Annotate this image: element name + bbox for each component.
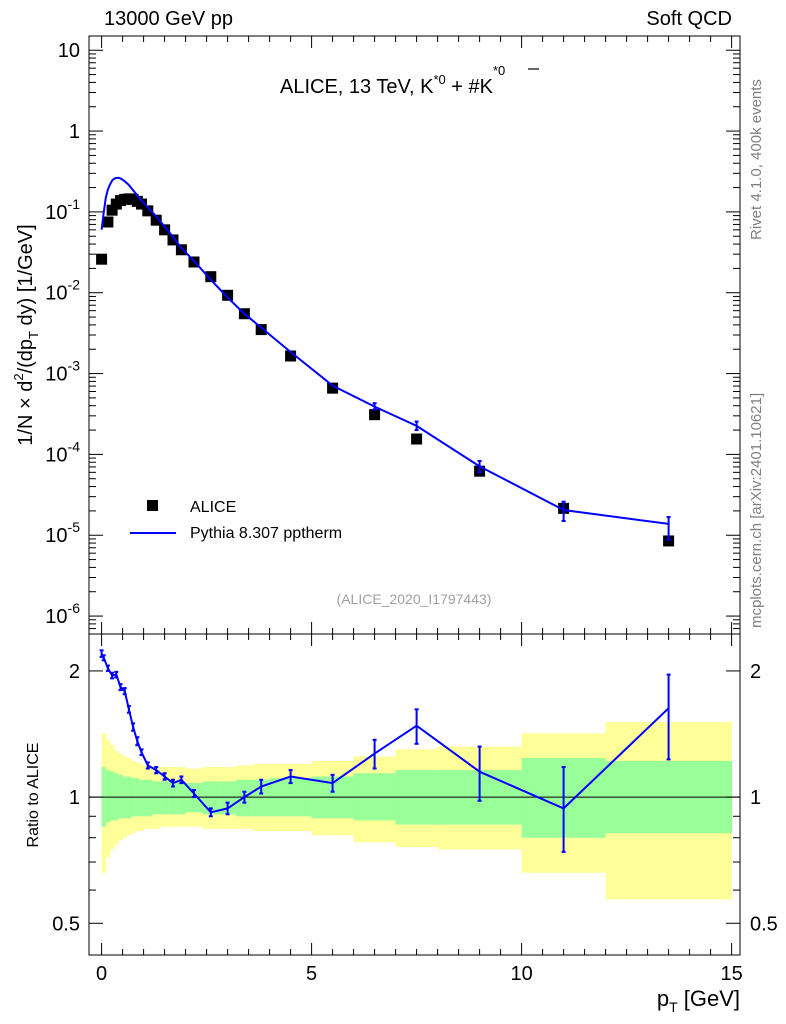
stat-uncertainty-band (143, 779, 153, 817)
alice-point (285, 350, 297, 362)
main-y-tick-label: 10-5 (45, 519, 80, 547)
ratio-x-tick-label: 0 (96, 963, 107, 985)
main-y-tick-label: 10-1 (45, 196, 80, 224)
main-data (96, 176, 675, 547)
legend-label-pythia: Pythia 8.307 pptherm (190, 525, 342, 542)
main-axes: 10-6 10-5 10-4 10-3 10-2 10-1 1 10 (45, 36, 740, 635)
ratio-x-tick-label: 10 (510, 963, 532, 985)
main-frame (88, 35, 741, 635)
alice-point (96, 253, 108, 265)
ratio-data (99, 649, 671, 853)
alice-point (102, 216, 114, 228)
ratio-y-tick-label-right: 0.5 (750, 913, 778, 935)
main-y-tick-label: 1 (69, 121, 80, 143)
stat-uncertainty-band (160, 781, 170, 815)
stat-uncertainty-band (118, 774, 123, 819)
stat-uncertainty-band (168, 781, 178, 815)
main-title: ALICE, 13 TeV, K*0 + #K*0 (280, 63, 505, 98)
alice-point (369, 409, 381, 421)
header-category: Soft QCD (646, 8, 732, 30)
legend: ALICE Pythia 8.307 pptherm (130, 499, 342, 542)
stat-uncertainty-band (202, 781, 220, 815)
ratio-xlabel: pT [GeV] (657, 986, 740, 1015)
legend-label-alice: ALICE (190, 499, 236, 516)
ratio-y-tick-label-right: 1 (750, 787, 761, 809)
alice-point (136, 198, 147, 210)
alice-point (663, 535, 675, 547)
ratio-y-tick-label: 0.5 (52, 913, 80, 935)
title-sup1: *0 (433, 72, 445, 87)
ratio-y-tick-label: 2 (69, 661, 80, 683)
alice-point (150, 214, 162, 226)
analysis-id: (ALICE_2020_I1797443) (337, 591, 492, 607)
title-mid: + #K (446, 76, 494, 98)
main-y-tick-label: 10-6 (45, 600, 80, 628)
alice-point (142, 205, 154, 217)
legend-marker-alice (147, 500, 158, 511)
alice-point (327, 382, 339, 394)
ratio-ylabel: Ratio to ALICE (25, 743, 42, 848)
alice-point (205, 271, 217, 283)
main-panel: 10-6 10-5 10-4 10-3 10-2 10-1 1 10 ALICE, 13 Te… (11, 35, 741, 635)
alice-point (159, 224, 171, 236)
alice-point (167, 234, 179, 246)
header-collision: 13000 GeV pp (104, 8, 233, 30)
ratio-x-tick-label: 15 (720, 963, 742, 985)
stat-uncertainty-band (105, 770, 111, 823)
alice-point (411, 433, 423, 445)
ratio-x-tick-label: 5 (306, 963, 317, 985)
main-y-tick-label: 10-2 (45, 277, 80, 305)
main-y-tick-label: 10-4 (45, 438, 80, 466)
ratio-line (100, 653, 670, 814)
ratio-panel: 0 5 10 15 0.5 0.5 1 1 2 2 Ratio to ALICE pT [GeV] (25, 633, 778, 1015)
title-main: ALICE, 13 TeV, K (280, 76, 434, 98)
alice-point (106, 204, 118, 216)
stat-uncertainty-band (177, 781, 186, 815)
stat-uncertainty-band (110, 771, 115, 821)
title-sup2: *0 (493, 63, 505, 78)
pythia-line (100, 176, 669, 525)
alice-point (222, 289, 234, 301)
main-y-tick-label: 10-3 (45, 358, 80, 386)
ratio-frame (88, 633, 741, 956)
ratio-y-tick-label-right: 2 (750, 661, 761, 683)
alice-point (175, 244, 187, 256)
ratio-y-tick-label: 1 (69, 787, 80, 809)
main-ylabel: 1/N × d2/(dpT dy) [1/GeV] (11, 224, 41, 445)
ratio-axes: 0 5 10 15 0.5 0.5 1 1 2 2 (52, 634, 778, 985)
main-y-tick-label: 10 (58, 40, 80, 62)
alice-point (255, 324, 267, 336)
stat-uncertainty-band (139, 779, 144, 817)
stat-uncertainty-band (152, 781, 161, 815)
ratio-bands (89, 722, 740, 900)
